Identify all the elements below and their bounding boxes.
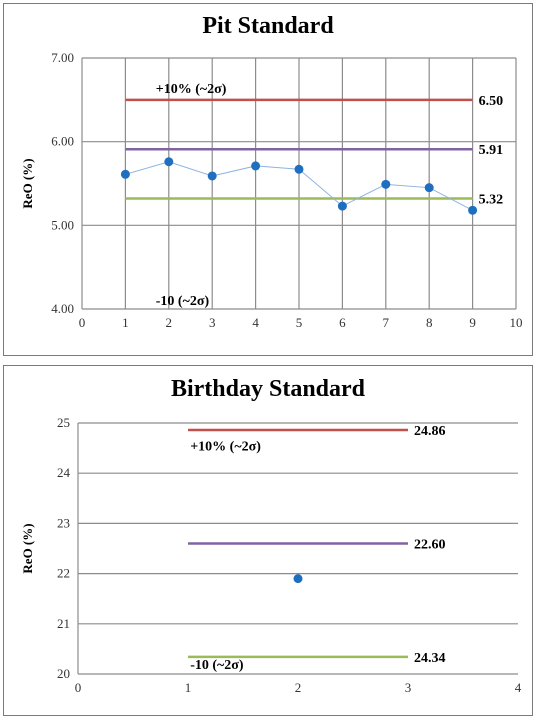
y-tick-label: 22 xyxy=(57,566,70,581)
x-tick-label: 4 xyxy=(252,315,259,330)
x-tick-label: 6 xyxy=(339,315,346,330)
data-point xyxy=(381,179,391,189)
x-tick-label: 7 xyxy=(383,315,390,330)
x-tick-label: 1 xyxy=(122,315,128,330)
data-point xyxy=(120,169,130,179)
annotation-label: +10% (~2σ) xyxy=(156,82,227,97)
reference-line-label: 24.86 xyxy=(414,424,446,439)
x-tick-label: 0 xyxy=(79,315,86,330)
reference-line-label: 6.50 xyxy=(479,94,504,109)
reference-line-label: 24.34 xyxy=(414,651,446,666)
chart-panel-pit-standard: Pit Standard 4.00 5.00 6.00 7.00 0 1 2 3 4 5 6 7 8 9 10… xyxy=(3,3,533,356)
data-point xyxy=(337,201,347,211)
y-tick-label: 21 xyxy=(57,616,70,631)
data-point xyxy=(424,183,434,193)
x-tick-label: 4 xyxy=(515,680,522,695)
reference-line-label: 22.60 xyxy=(414,537,446,552)
pit-standard-chart: Pit Standard 4.00 5.00 6.00 7.00 0 1 2 3 4 5 6 7 8 9 10… xyxy=(20,13,523,330)
data-point xyxy=(251,161,261,171)
y-tick-label: 24 xyxy=(57,465,71,480)
annotation-label: -10 (~2σ) xyxy=(156,294,210,309)
y-tick-label: 25 xyxy=(57,415,70,430)
data-point xyxy=(164,157,174,167)
annotation-label: -10 (~2σ) xyxy=(190,658,244,673)
y-tick-label: 5.00 xyxy=(51,217,74,232)
chart-title: Pit Standard xyxy=(202,13,334,39)
reference-line-label: 5.91 xyxy=(479,143,504,158)
reference-line-label: 5.32 xyxy=(479,193,504,208)
annotation-label: +10% (~2σ) xyxy=(190,440,261,455)
x-tick-label: 0 xyxy=(75,680,82,695)
data-point xyxy=(293,574,303,584)
y-axis-label: ReO (%) xyxy=(20,158,35,208)
y-tick-label: 6.00 xyxy=(51,134,74,149)
y-tick-label: 20 xyxy=(57,666,70,681)
x-tick-label: 3 xyxy=(405,680,412,695)
y-axis-label: ReO (%) xyxy=(20,523,35,573)
chart-title: Birthday Standard xyxy=(171,376,366,402)
x-tick-label: 10 xyxy=(510,315,523,330)
x-tick-label: 5 xyxy=(296,315,303,330)
y-tick-label: 7.00 xyxy=(51,50,74,65)
data-point xyxy=(207,171,217,181)
y-tick-label: 23 xyxy=(57,515,70,530)
x-tick-label: 2 xyxy=(166,315,173,330)
data-point xyxy=(468,205,478,215)
x-tick-label: 3 xyxy=(209,315,216,330)
x-tick-label: 2 xyxy=(295,680,302,695)
y-tick-label: 4.00 xyxy=(51,301,74,316)
x-tick-label: 8 xyxy=(426,315,433,330)
x-tick-label: 9 xyxy=(469,315,476,330)
x-tick-label: 1 xyxy=(185,680,192,695)
chart-panel-birthday-standard: Birthday Standard 20 21 22 23 24 25 0 1 2 3 4 ReO (%… xyxy=(3,365,533,716)
data-point xyxy=(294,164,304,174)
